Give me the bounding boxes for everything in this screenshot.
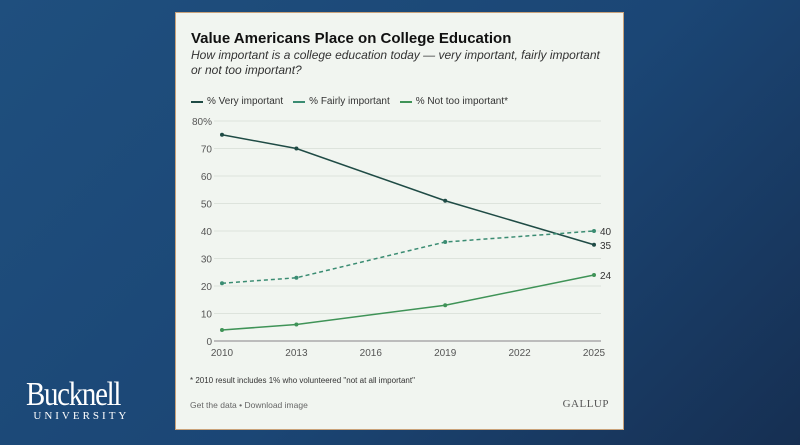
- series-line-2: [221, 274, 595, 331]
- chart-subtitle: How important is a college education tod…: [191, 48, 600, 77]
- gallup-logo: GALLUP: [562, 398, 609, 410]
- x-tick-label: 2016: [360, 348, 383, 359]
- legend-very-important: % Very important: [191, 96, 283, 107]
- y-tick-label: 60: [201, 172, 213, 183]
- legend-swatch: [191, 100, 203, 103]
- chart-card: Value Americans Place on College Educati…: [175, 12, 624, 430]
- x-tick-label: 2013: [285, 348, 308, 359]
- data-point: [220, 132, 224, 137]
- data-point: [592, 229, 596, 233]
- legend-label: % Not too important*: [415, 96, 508, 107]
- bucknell-logo: Bucknell UNIVERSITY: [26, 376, 137, 423]
- legend-swatch: [399, 100, 412, 103]
- legend: % Very important % Fairly important % No…: [191, 96, 508, 107]
- data-point: [443, 303, 448, 308]
- chart-title: Value Americans Place on College Educati…: [191, 30, 512, 47]
- data-point: [443, 198, 448, 203]
- y-tick-label: 20: [201, 282, 213, 293]
- logo-sub: UNIVERSITY: [33, 410, 130, 422]
- legend-label: % Fairly important: [309, 96, 390, 107]
- x-tick-label: 2022: [508, 348, 531, 359]
- data-links[interactable]: Get the data • Download image: [190, 400, 308, 410]
- y-tick-label: 40: [201, 227, 213, 238]
- end-label: 40: [600, 227, 612, 238]
- x-tick-label: 2025: [583, 348, 606, 359]
- legend-fairly-important: % Fairly important: [293, 96, 390, 107]
- data-point: [443, 240, 448, 244]
- data-point: [220, 281, 224, 286]
- x-tick-label: 2010: [211, 348, 234, 359]
- legend-label: % Very important: [207, 96, 284, 107]
- end-label: 35: [600, 241, 612, 252]
- y-tick-label: 50: [201, 200, 213, 211]
- data-point: [294, 146, 299, 151]
- y-tick-label: 10: [201, 310, 213, 321]
- y-tick-label: 30: [201, 255, 213, 266]
- series-line-1: [221, 230, 595, 284]
- y-tick-label: 0: [206, 337, 212, 348]
- data-point: [294, 275, 299, 280]
- logo-name: Bucknell: [26, 376, 121, 413]
- y-tick-label: 80%: [192, 117, 212, 128]
- legend-swatch: [293, 100, 306, 103]
- end-label: 24: [600, 271, 612, 282]
- footnote: * 2010 result includes 1% who volunteere…: [190, 376, 415, 385]
- x-tick-label: 2019: [434, 348, 457, 359]
- data-point: [294, 322, 299, 327]
- legend-not-too-important: % Not too important*: [399, 96, 508, 107]
- data-point: [592, 273, 596, 277]
- data-point: [592, 242, 596, 247]
- series-line-0: [221, 134, 595, 246]
- data-point: [220, 328, 224, 332]
- y-tick-label: 70: [201, 145, 213, 156]
